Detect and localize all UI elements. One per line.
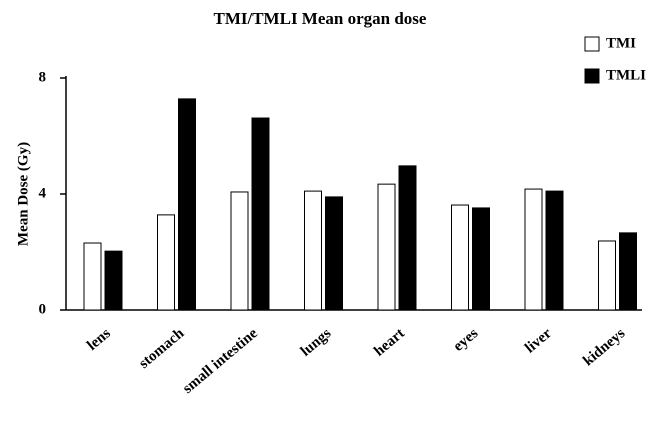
- bar: [178, 98, 196, 311]
- x-tick-label: lens: [84, 325, 114, 353]
- bar: [545, 190, 564, 311]
- bar: [451, 204, 469, 311]
- y-tick-label: 0: [39, 301, 47, 317]
- bar: [398, 165, 417, 311]
- x-tick-label: stomach: [136, 325, 188, 372]
- bar: [251, 117, 270, 311]
- bar: [472, 207, 490, 311]
- x-tick-label: lungs: [298, 325, 335, 359]
- x-tick-label: kidneys: [580, 325, 628, 369]
- bar: [304, 190, 322, 311]
- legend-swatch: [584, 36, 600, 52]
- bar: [83, 242, 102, 311]
- legend-label: TMLI: [606, 67, 646, 83]
- chart-title: TMI/TMLI Mean organ dose: [214, 9, 427, 28]
- bar: [157, 214, 175, 311]
- y-tick-label: 8: [39, 69, 47, 85]
- legend-swatch: [584, 68, 600, 84]
- x-tick-label: liver: [522, 325, 555, 356]
- y-axis-label: Mean Dose (Gy): [15, 142, 31, 246]
- x-tick-label: heart: [371, 325, 407, 359]
- legend-label: TMI: [606, 35, 636, 51]
- bar: [598, 240, 616, 311]
- bar: [104, 250, 123, 311]
- x-tick-label: small intestine: [180, 325, 261, 397]
- bar: [325, 196, 343, 311]
- bar: [524, 188, 543, 311]
- y-tick-label: 4: [39, 185, 47, 201]
- x-tick-label: eyes: [451, 325, 482, 354]
- bar: [230, 191, 249, 311]
- bar: [377, 183, 396, 311]
- bar: [619, 232, 637, 311]
